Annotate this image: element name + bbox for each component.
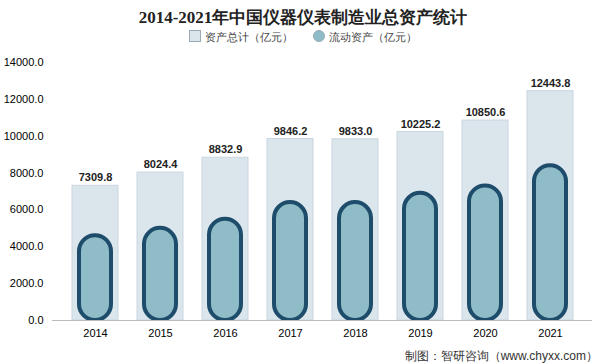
html-text:2014-2021年中国仪器仪表制造业总资产统计: 2014-2021年中国仪器仪表制造业总资产统计 (138, 8, 468, 27)
svg-text:12443.8: 12443.8 (531, 77, 571, 89)
svg-text:10000.0: 10000.0 (4, 130, 44, 142)
svg-text:2000.0: 2000.0 (10, 277, 44, 289)
svg-text:2017: 2017 (278, 327, 302, 339)
svg-text:2020: 2020 (473, 327, 497, 339)
svg-text:0.0: 0.0 (28, 314, 43, 326)
svg-text:7309.8: 7309.8 (79, 171, 113, 183)
svg-text:9833.0: 9833.0 (339, 125, 373, 137)
svg-text:8000.0: 8000.0 (10, 167, 44, 179)
svg-text:10225.2: 10225.2 (401, 118, 441, 130)
html-text:制图：智研咨询（www.chyxx.com）: 制图：智研咨询（www.chyxx.com） (404, 349, 598, 363)
svg-text:10850.6: 10850.6 (466, 106, 506, 118)
svg-text:8024.4: 8024.4 (144, 158, 179, 170)
svg-text:2015: 2015 (148, 327, 172, 339)
svg-text:9846.2: 9846.2 (274, 125, 308, 137)
svg-text:2019: 2019 (408, 327, 432, 339)
html-text:流动资产（亿元）: 流动资产（亿元） (329, 31, 417, 43)
svg-text:14000.0: 14000.0 (4, 56, 44, 68)
svg-text:2014: 2014 (83, 327, 107, 339)
html-text:资产总计（亿元）: 资产总计（亿元） (205, 31, 293, 43)
svg-text:6000.0: 6000.0 (10, 203, 44, 215)
svg-text:2018: 2018 (343, 327, 367, 339)
svg-text:12000.0: 12000.0 (4, 93, 44, 105)
svg-text:2021: 2021 (538, 327, 562, 339)
svg-text:2016: 2016 (213, 327, 237, 339)
svg-text:4000.0: 4000.0 (10, 240, 44, 252)
svg-text:8832.9: 8832.9 (209, 143, 243, 155)
